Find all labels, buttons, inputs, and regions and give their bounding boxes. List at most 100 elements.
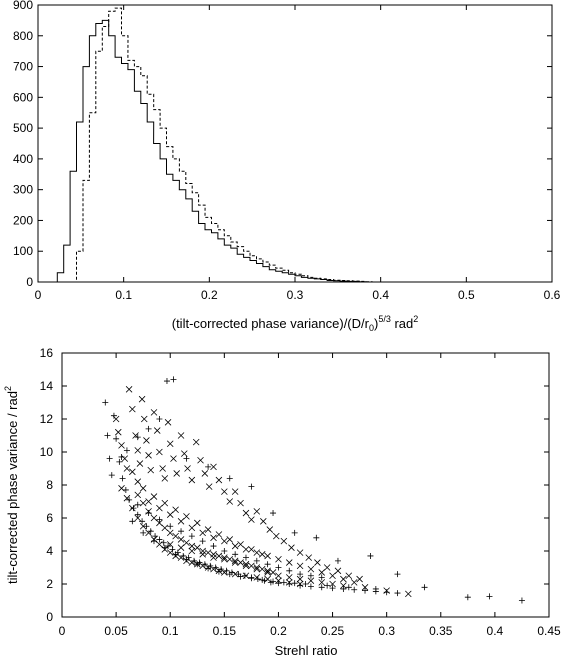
scatter-point-cross [150, 409, 158, 416]
scatter-point-cross [172, 532, 179, 540]
scatter-point-cross [210, 463, 217, 471]
scatter-point-cross [183, 539, 190, 547]
histogram-y-tick-label: 600 [13, 90, 33, 104]
scatter-point-cross [285, 574, 293, 581]
scatter-point-plus [178, 528, 185, 535]
scatter-point-cross [266, 526, 274, 533]
scatter-point-cross [143, 437, 150, 444]
scatter-point-cross [159, 465, 166, 472]
scatter-point-plus [270, 578, 277, 585]
scatter-point-plus [130, 505, 137, 512]
scatter-point-cross [129, 405, 136, 413]
scatter-point-plus [183, 455, 190, 462]
scatter-point-plus [291, 580, 298, 587]
scatter-point-cross [172, 506, 179, 514]
scatter-point-cross [307, 565, 315, 573]
scatter-point-cross [314, 559, 321, 566]
scatter-point-cross [177, 518, 185, 525]
scatter-point-cross [161, 475, 169, 482]
scatter-point-cross [318, 579, 326, 586]
scatter-point-cross [237, 541, 244, 548]
histogram-x-tick-label: 0.6 [544, 288, 561, 302]
scatter-point-cross [296, 575, 304, 583]
scatter-point-plus [156, 416, 163, 422]
scatter-point-cross [210, 534, 217, 542]
scatter-y-axis-label: tilt-corrected phase variance / rad2 [3, 386, 20, 584]
scatter-point-cross [205, 483, 213, 490]
scatter-point-plus [318, 584, 325, 591]
scatter-point-cross [161, 524, 169, 532]
histogram-y-tick-label: 200 [13, 213, 33, 227]
scatter-point-plus [156, 536, 163, 543]
scatter-point-cross [134, 447, 142, 454]
scatter-point-cross [307, 577, 315, 584]
scatter-point-cross [118, 442, 125, 449]
scatter-point-plus [313, 534, 320, 541]
scatter-point-plus [172, 551, 179, 558]
scatter-point-cross [253, 574, 261, 581]
scatter-x-tick-label: 0.35 [429, 624, 453, 638]
scatter-point-cross [253, 508, 261, 515]
scatter-point-plus [205, 463, 212, 470]
scatter-point-cross [192, 438, 200, 446]
scatter-x-tick-label: 0.4 [487, 624, 504, 638]
scatter-point-cross [253, 564, 261, 571]
scatter-point-plus [232, 551, 239, 558]
scatter-point-plus [383, 589, 390, 596]
scatter-point-plus [226, 571, 233, 578]
scatter-point-cross [237, 559, 244, 566]
scatter-point-plus [152, 533, 159, 540]
scatter-point-plus [194, 561, 201, 568]
scatter-point-plus [163, 378, 170, 385]
scatter-point-plus [139, 518, 146, 525]
scatter-point-plus [104, 432, 111, 439]
scatter-point-plus [183, 556, 190, 563]
histogram-y-tick-label: 400 [13, 152, 33, 166]
scatter-point-cross [340, 575, 347, 583]
scatter-point-cross [204, 526, 212, 533]
scatter-y-tick-label: 2 [46, 577, 53, 591]
scatter-point-cross [173, 470, 180, 477]
histogram-x-tick-label: 0.1 [115, 288, 132, 302]
scatter-point-plus [259, 576, 266, 583]
scatter-point-cross [264, 552, 271, 560]
scatter-point-cross [221, 554, 228, 561]
scatter-point-plus [275, 580, 282, 587]
scatter-point-plus [143, 523, 150, 530]
scatter-point-plus [140, 529, 147, 536]
scatter-point-cross [170, 455, 177, 462]
scatter-point-cross [188, 542, 196, 550]
scatter-point-plus [156, 516, 163, 523]
scatter-point-cross [134, 514, 142, 522]
scatter-point-plus [161, 544, 168, 551]
scatter-point-plus [191, 557, 198, 564]
scatter-point-cross [197, 456, 204, 464]
scatter-point-plus [188, 533, 195, 540]
scatter-point-cross [145, 452, 152, 459]
scatter-point-plus [113, 435, 120, 442]
scatter-point-cross [264, 569, 271, 576]
scatter-point-plus [307, 583, 314, 590]
scatter-point-plus [134, 511, 141, 518]
scatter-x-tick-label: 0.25 [321, 624, 345, 638]
scatter-point-cross [296, 562, 304, 570]
scatter-point-plus [307, 572, 314, 579]
scatter-point-plus [367, 552, 374, 559]
scatter-point-plus [145, 510, 152, 517]
scatter-point-plus [169, 546, 176, 553]
scatter-point-plus [165, 543, 172, 550]
scatter-point-plus [518, 597, 525, 604]
histogram-series-solid [56, 19, 367, 283]
scatter-point-cross [272, 532, 280, 540]
scatter-point-cross [166, 511, 174, 518]
scatter-point-cross [164, 419, 172, 426]
scatter-point-plus [102, 399, 109, 406]
scatter-point-plus [302, 581, 309, 587]
scatter-point-plus [351, 586, 358, 593]
scatter-point-plus [242, 554, 249, 561]
scatter-point-cross [215, 476, 223, 484]
scatter-point-cross [285, 559, 293, 566]
scatter-point-cross [177, 536, 185, 543]
scatter-point-cross [260, 518, 267, 525]
histogram-series-dashed [63, 7, 373, 283]
